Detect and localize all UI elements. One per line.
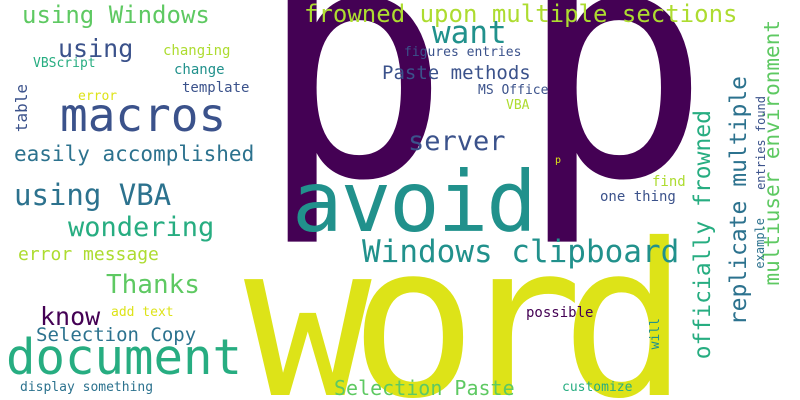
word-error: error — [78, 89, 118, 104]
word-p-small: p — [555, 155, 562, 166]
word-replicate-multiple: replicate multiple — [726, 76, 752, 326]
word-customize: customize — [562, 380, 633, 395]
word-entries-found: entries found — [754, 96, 768, 190]
word-ms-office: MS Office — [478, 83, 549, 98]
word-will: will — [648, 318, 663, 350]
word-selection-copy: Selection Copy — [36, 324, 197, 346]
word-p-1: p — [258, 0, 451, 251]
word-server: server — [408, 126, 506, 157]
word-avoid: avoid — [292, 153, 537, 251]
word-thanks: Thanks — [106, 270, 200, 300]
word-want: want — [432, 15, 507, 51]
word-changing: changing — [163, 43, 231, 59]
word-vbscript: VBScript — [33, 56, 96, 71]
word-p-2: p — [518, 0, 711, 251]
word-easily-accomplished: easily accomplished — [14, 142, 255, 166]
word-figures-entries: figures entries — [404, 45, 522, 60]
word-using-windows: using Windows — [22, 1, 210, 29]
word-display-something: display something — [20, 380, 154, 395]
word-add-text: add text — [111, 305, 174, 320]
word-word: word — [244, 198, 689, 400]
word-macros: macros — [60, 88, 227, 142]
word-frowned-upon-multiple-sections: frowned upon multiple sections — [304, 0, 738, 28]
word-find: find — [652, 174, 686, 190]
word-vba: VBA — [506, 98, 530, 113]
word-example: example — [753, 218, 767, 269]
word-paste-methods: Paste methods — [382, 62, 531, 84]
word-change: change — [174, 62, 225, 78]
word-windows-clipboard: Windows clipboard — [362, 234, 680, 270]
word-know: know — [40, 302, 101, 331]
word-officially-frowned: officially frowned — [690, 110, 716, 360]
word-wondering: wondering — [68, 212, 215, 243]
word-template: template — [182, 80, 250, 96]
word-selection-paste: Selection Paste — [334, 376, 515, 400]
word-using: using — [58, 34, 134, 63]
word-using-vba: using VBA — [14, 178, 172, 212]
word-possible: possible — [526, 305, 594, 321]
word-error-message: error message — [18, 244, 159, 265]
word-table: table — [12, 84, 31, 133]
word-one-thing: one thing — [600, 189, 676, 205]
word-document: document — [6, 329, 243, 386]
